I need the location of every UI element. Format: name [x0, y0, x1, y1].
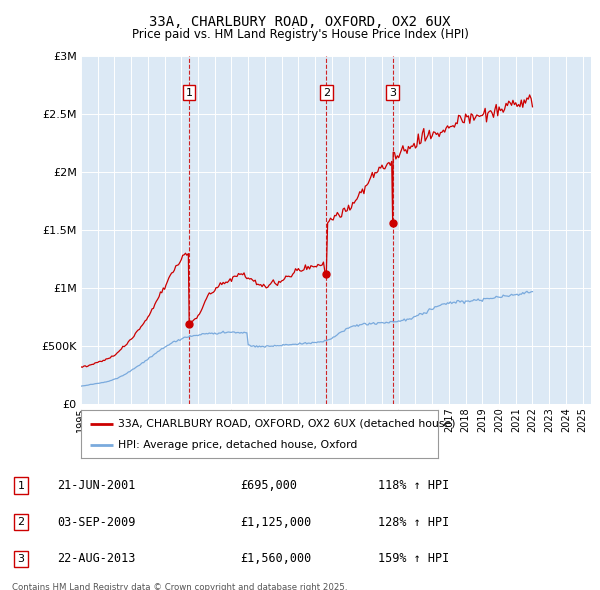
- Text: Price paid vs. HM Land Registry's House Price Index (HPI): Price paid vs. HM Land Registry's House …: [131, 28, 469, 41]
- Text: 118% ↑ HPI: 118% ↑ HPI: [378, 479, 449, 492]
- Text: 33A, CHARLBURY ROAD, OXFORD, OX2 6UX: 33A, CHARLBURY ROAD, OXFORD, OX2 6UX: [149, 15, 451, 29]
- Text: 3: 3: [389, 87, 396, 97]
- Text: 3: 3: [17, 554, 25, 563]
- Text: HPI: Average price, detached house, Oxford: HPI: Average price, detached house, Oxfo…: [118, 440, 358, 450]
- Text: 21-JUN-2001: 21-JUN-2001: [57, 479, 136, 492]
- Text: 2: 2: [17, 517, 25, 527]
- Text: 22-AUG-2013: 22-AUG-2013: [57, 552, 136, 565]
- Text: 128% ↑ HPI: 128% ↑ HPI: [378, 516, 449, 529]
- Text: 1: 1: [185, 87, 193, 97]
- Text: Contains HM Land Registry data © Crown copyright and database right 2025.: Contains HM Land Registry data © Crown c…: [12, 583, 347, 590]
- Text: 03-SEP-2009: 03-SEP-2009: [57, 516, 136, 529]
- Text: 1: 1: [17, 481, 25, 490]
- Text: £1,560,000: £1,560,000: [240, 552, 311, 565]
- Text: 159% ↑ HPI: 159% ↑ HPI: [378, 552, 449, 565]
- Text: £1,125,000: £1,125,000: [240, 516, 311, 529]
- Text: 33A, CHARLBURY ROAD, OXFORD, OX2 6UX (detached house): 33A, CHARLBURY ROAD, OXFORD, OX2 6UX (de…: [118, 418, 456, 428]
- Text: £695,000: £695,000: [240, 479, 297, 492]
- Text: 2: 2: [323, 87, 330, 97]
